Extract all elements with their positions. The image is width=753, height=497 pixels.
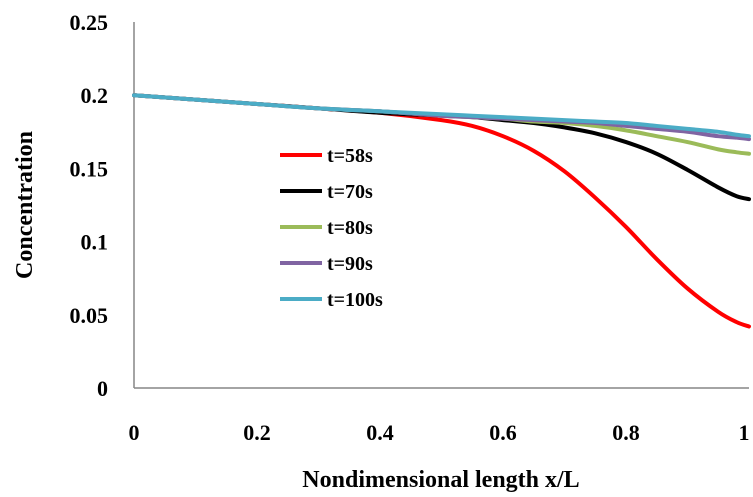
legend-label: t=90s	[327, 253, 373, 275]
x-axis-title: Nondimensional length x/L	[302, 467, 579, 493]
legend-item: t=80s	[280, 217, 373, 239]
x-tick-label: 0	[129, 420, 140, 445]
legend-label: t=70s	[327, 181, 373, 203]
x-tick-label: 0.4	[366, 420, 394, 445]
y-tick-labels: 0 0.05 0.1 0.15 0.2 0.25	[70, 10, 109, 401]
legend-label: t=58s	[327, 145, 373, 167]
legend-item: t=100s	[280, 289, 383, 311]
y-tick-label: 0.1	[81, 230, 109, 255]
x-tick-label: 0.6	[489, 420, 517, 445]
series-line-t-100s	[132, 93, 751, 139]
x-tick-labels: 0 0.2 0.4 0.6 0.8 1	[129, 420, 750, 445]
y-tick-label: 0.05	[70, 303, 109, 328]
x-tick-label: 1	[739, 420, 750, 445]
legend-item: t=58s	[280, 145, 373, 167]
legend: t=58s t=70s t=80s t=90s t=100s	[280, 145, 383, 311]
legend-label: t=100s	[327, 289, 383, 311]
x-tick-label: 0.2	[243, 420, 271, 445]
legend-label: t=80s	[327, 217, 373, 239]
y-tick-label: 0.25	[70, 10, 109, 35]
series-line-t-70s	[132, 93, 751, 202]
axes	[133, 22, 749, 389]
legend-item: t=90s	[280, 253, 373, 275]
x-tick-label: 0.8	[612, 420, 640, 445]
legend-item: t=70s	[280, 181, 373, 203]
y-axis-title: Concentration	[12, 131, 38, 279]
y-tick-label: 0	[97, 376, 108, 401]
y-tick-label: 0.2	[81, 83, 109, 108]
series-lines	[132, 93, 751, 329]
y-tick-label: 0.15	[70, 156, 109, 181]
